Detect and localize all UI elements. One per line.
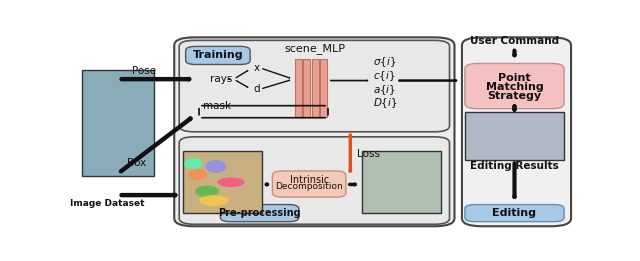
Bar — [312, 60, 319, 117]
Text: Pre-processing: Pre-processing — [218, 208, 301, 218]
Text: Pose: Pose — [132, 66, 157, 75]
Text: rays: rays — [210, 74, 232, 84]
Bar — [182, 151, 262, 213]
Bar — [465, 112, 564, 160]
Bar — [303, 60, 310, 117]
Text: $\sigma\{i\}$: $\sigma\{i\}$ — [372, 56, 396, 69]
Text: Editing: Editing — [493, 208, 536, 218]
Text: $a\{i\}$: $a\{i\}$ — [372, 83, 396, 97]
Text: Image Dataset: Image Dataset — [70, 199, 145, 208]
Bar — [362, 151, 441, 213]
FancyBboxPatch shape — [465, 205, 564, 222]
Bar — [83, 69, 154, 176]
Ellipse shape — [188, 169, 207, 180]
Text: Strategy: Strategy — [488, 91, 541, 102]
FancyBboxPatch shape — [273, 171, 346, 197]
Text: User Command: User Command — [470, 36, 559, 46]
Ellipse shape — [184, 158, 203, 169]
Text: Editing Results: Editing Results — [470, 161, 559, 171]
Text: mask: mask — [203, 101, 231, 111]
Bar — [295, 60, 301, 117]
Text: Point: Point — [498, 73, 531, 83]
Text: d: d — [253, 84, 260, 94]
FancyBboxPatch shape — [179, 137, 449, 224]
Text: Box: Box — [127, 158, 147, 168]
Text: Intrinsic: Intrinsic — [289, 175, 329, 185]
Text: Decomposition: Decomposition — [275, 182, 343, 191]
FancyBboxPatch shape — [179, 40, 449, 132]
Ellipse shape — [205, 160, 227, 173]
Text: $c\{i\}$: $c\{i\}$ — [372, 70, 395, 84]
FancyBboxPatch shape — [174, 37, 454, 226]
Text: Loss: Loss — [356, 149, 380, 159]
Text: $D\{i\}$: $D\{i\}$ — [372, 96, 397, 110]
Text: scene_MLP: scene_MLP — [284, 43, 345, 54]
Text: Matching: Matching — [486, 82, 543, 92]
FancyBboxPatch shape — [186, 46, 250, 64]
FancyBboxPatch shape — [220, 205, 299, 222]
Ellipse shape — [195, 186, 219, 197]
Bar — [320, 60, 327, 117]
Ellipse shape — [199, 195, 229, 206]
Text: Training: Training — [193, 50, 243, 61]
FancyBboxPatch shape — [462, 37, 571, 226]
Text: x: x — [253, 63, 260, 73]
Ellipse shape — [218, 177, 244, 187]
FancyBboxPatch shape — [465, 63, 564, 109]
